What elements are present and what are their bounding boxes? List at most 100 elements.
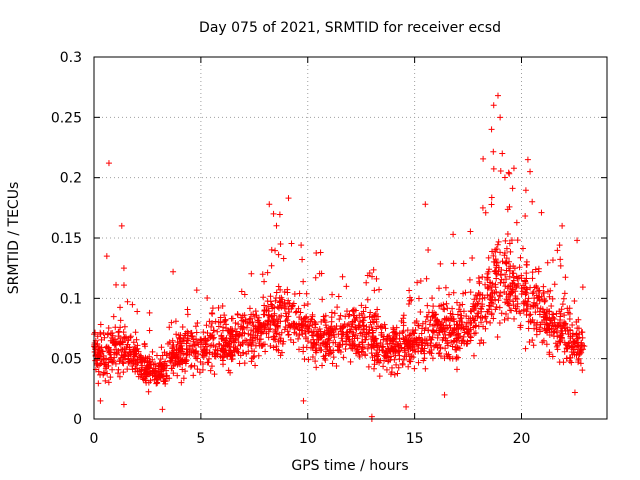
data-point — [442, 284, 449, 291]
data-point — [447, 355, 454, 362]
data-point — [529, 303, 536, 310]
data-point — [331, 325, 338, 332]
data-point — [471, 330, 478, 337]
data-point — [494, 333, 501, 340]
data-point — [379, 343, 386, 350]
x-tick-labels: 0 5 10 15 20 — [90, 431, 531, 447]
data-point — [285, 331, 292, 338]
data-point — [368, 324, 375, 331]
data-point — [95, 352, 102, 359]
data-point — [134, 308, 141, 315]
data-point — [542, 297, 549, 304]
data-point — [239, 349, 246, 356]
data-point — [371, 365, 378, 372]
data-point — [463, 313, 470, 320]
y-tick-label: 0.3 — [60, 50, 82, 66]
data-point — [476, 295, 483, 302]
data-point — [480, 155, 487, 162]
data-point — [120, 282, 127, 289]
data-point — [362, 304, 369, 311]
data-point — [549, 353, 556, 360]
y-tick-label: 0.1 — [60, 291, 82, 307]
data-point — [261, 278, 268, 285]
data-point — [324, 327, 331, 334]
data-point — [424, 342, 431, 349]
data-point — [241, 312, 248, 319]
data-point — [573, 319, 580, 326]
data-point — [502, 237, 509, 244]
data-point — [291, 329, 298, 336]
data-point — [172, 318, 179, 325]
data-point — [168, 355, 175, 362]
data-point — [162, 380, 169, 387]
data-point — [273, 222, 280, 229]
data-point — [254, 325, 261, 332]
data-point — [371, 361, 378, 368]
data-point — [503, 276, 510, 283]
data-point — [539, 319, 546, 326]
data-point — [215, 304, 222, 311]
data-point — [139, 362, 146, 369]
data-point — [470, 352, 477, 359]
data-point — [433, 342, 440, 349]
data-point — [228, 328, 235, 335]
data-point — [352, 332, 359, 339]
data-point — [350, 329, 357, 336]
data-point — [180, 375, 187, 382]
data-point — [217, 314, 224, 321]
data-point — [294, 324, 301, 331]
data-point — [96, 343, 103, 350]
data-point — [130, 347, 137, 354]
data-point — [445, 342, 452, 349]
data-point — [261, 307, 268, 314]
data-point — [469, 255, 476, 262]
data-point — [214, 328, 221, 335]
data-point — [474, 310, 481, 317]
data-point — [546, 293, 553, 300]
data-point — [517, 322, 524, 329]
data-point — [196, 369, 203, 376]
data-point — [393, 324, 400, 331]
data-point — [363, 279, 370, 286]
data-point — [506, 273, 513, 280]
data-point — [302, 335, 309, 342]
data-point — [296, 332, 303, 339]
data-point — [170, 342, 177, 349]
data-point — [558, 332, 565, 339]
data-point — [357, 318, 363, 325]
data-point — [558, 306, 565, 313]
data-point — [502, 299, 509, 306]
data-point — [262, 348, 269, 355]
data-point — [337, 349, 344, 356]
data-point — [499, 150, 506, 157]
data-point — [299, 320, 306, 327]
data-point — [501, 250, 508, 257]
data-point — [360, 308, 367, 315]
data-point — [200, 347, 207, 354]
data-point — [275, 338, 282, 345]
data-point — [120, 265, 127, 272]
data-point — [400, 312, 407, 319]
data-point — [485, 254, 492, 261]
data-point — [265, 326, 272, 333]
data-point — [273, 330, 280, 337]
data-point — [282, 303, 289, 310]
data-point — [236, 331, 243, 338]
data-point — [278, 312, 285, 319]
axis-ticks — [93, 56, 607, 420]
data-point — [557, 310, 564, 317]
data-point — [561, 290, 568, 297]
data-point — [95, 380, 102, 387]
data-point — [157, 356, 164, 363]
data-point — [349, 307, 356, 314]
data-point — [571, 389, 578, 396]
data-point — [285, 195, 292, 202]
data-point — [296, 314, 303, 321]
data-point — [125, 359, 132, 366]
data-point — [265, 312, 272, 319]
data-point — [261, 302, 268, 309]
data-point — [314, 331, 321, 338]
data-point — [274, 303, 281, 310]
data-point — [339, 273, 346, 280]
data-point — [312, 347, 319, 354]
